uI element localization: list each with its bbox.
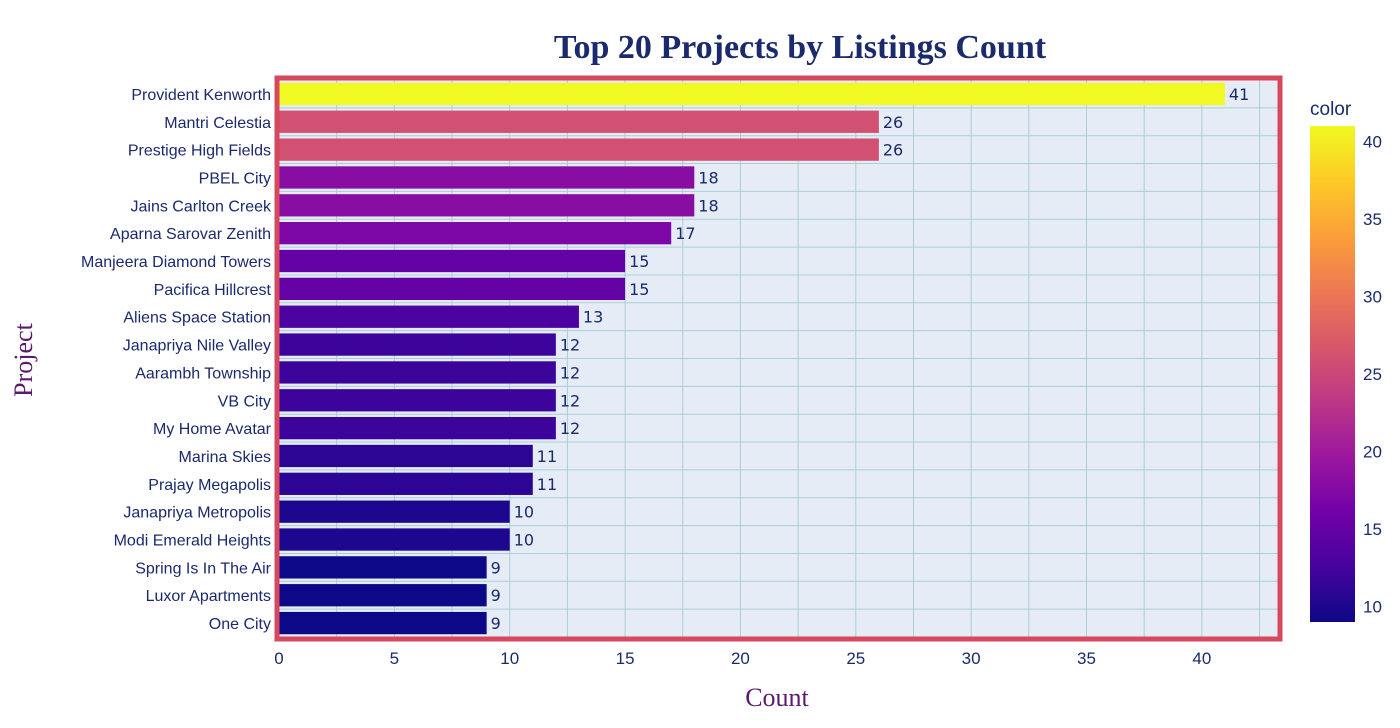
- y-tick-label: One City: [209, 616, 271, 633]
- bar: [279, 333, 556, 356]
- y-tick-label: Aarambh Township: [135, 365, 271, 382]
- bars: [279, 82, 1225, 635]
- x-axis-title: Count: [745, 683, 809, 712]
- y-tick-label: Manjeera Diamond Towers: [81, 254, 271, 271]
- colorbar-tick-label: 25: [1363, 365, 1382, 384]
- bar: [279, 82, 1225, 106]
- y-axis-ticks: Provident Kenworth Mantri Celestia Prestig…: [81, 87, 272, 633]
- colorbar-tick-label: 35: [1363, 210, 1382, 229]
- bar-value-label: 26: [883, 113, 903, 132]
- bar: [279, 584, 487, 607]
- x-tick-label: 20: [731, 649, 750, 668]
- colorbar: [1310, 126, 1355, 622]
- y-tick-label: Modi Emerald Heights: [114, 533, 271, 550]
- bar-value-label: 18: [698, 168, 718, 187]
- bar: [279, 277, 626, 301]
- y-tick-label: VB City: [218, 393, 271, 410]
- bar-value-label: 12: [560, 363, 580, 382]
- x-tick-label: 25: [846, 649, 865, 668]
- bar-value-label: 11: [537, 475, 557, 494]
- bar-value-label: 9: [491, 558, 501, 577]
- bar: [279, 305, 579, 328]
- colorbar-tick-label: 40: [1363, 133, 1382, 152]
- bar-value-label: 18: [698, 196, 718, 215]
- bar: [279, 222, 672, 245]
- y-tick-label: Aliens Space Station: [123, 310, 271, 327]
- x-tick-label: 5: [390, 649, 399, 668]
- x-tick-label: 35: [1077, 649, 1096, 668]
- x-tick-label: 10: [500, 649, 519, 668]
- y-tick-label: Mantri Celestia: [164, 115, 271, 132]
- gridlines: [278, 79, 1278, 638]
- plot-border: [274, 75, 1283, 642]
- bar-value-label: 9: [491, 586, 501, 605]
- y-tick-label: Prajay Megapolis: [148, 477, 271, 494]
- y-tick-label: Jains Carlton Creek: [131, 198, 273, 215]
- bar: [279, 194, 695, 217]
- bar-value-label: 12: [560, 336, 580, 355]
- y-tick-label: Spring Is In The Air: [135, 560, 271, 577]
- colorbar-title: color: [1310, 99, 1352, 120]
- bar-value-label: 13: [583, 308, 603, 327]
- x-tick-label: 40: [1192, 649, 1211, 668]
- bar: [279, 249, 626, 273]
- x-tick-label: 30: [962, 649, 981, 668]
- bar: [279, 166, 695, 189]
- colorbar-tick-label: 15: [1363, 520, 1382, 539]
- y-tick-label: PBEL City: [199, 170, 271, 187]
- bar: [279, 500, 510, 523]
- bar-value-label: 41: [1229, 85, 1249, 104]
- y-axis-title: Project: [9, 322, 38, 396]
- bar: [279, 611, 487, 635]
- bar-value-label: 15: [629, 280, 649, 299]
- bar: [279, 472, 533, 495]
- bar-value-label: 11: [537, 447, 557, 466]
- colorbar-tick-label: 20: [1363, 443, 1382, 462]
- bar: [279, 361, 556, 384]
- bar-value-label: 17: [675, 224, 695, 243]
- y-tick-label: Janapriya Nile Valley: [123, 338, 271, 355]
- y-tick-label: Aparna Sarovar Zenith: [110, 226, 271, 243]
- y-tick-label: Luxor Apartments: [146, 588, 271, 605]
- bar-value-label: 15: [629, 252, 649, 271]
- y-tick-label: Janapriya Metropolis: [123, 505, 271, 522]
- x-tick-label: 15: [616, 649, 635, 668]
- y-tick-label: Pacifica Hillcrest: [154, 282, 272, 299]
- bar: [279, 528, 510, 551]
- bar-value-label: 26: [883, 141, 903, 160]
- colorbar-tick-label: 10: [1363, 598, 1382, 617]
- x-tick-label: 0: [274, 649, 283, 668]
- bar-value-label: 9: [491, 614, 501, 633]
- colorbar-ticks: 10 15 20 25 30 35 40: [1363, 133, 1382, 617]
- bar: [279, 110, 879, 133]
- x-axis-ticks: 0 5 10 15 20 25 30 35 40: [274, 649, 1211, 668]
- bar-value-label: 12: [560, 391, 580, 410]
- bar-value-label: 10: [514, 503, 534, 522]
- y-tick-label: My Home Avatar: [153, 421, 272, 438]
- bar: [279, 416, 556, 440]
- y-tick-label: Provident Kenworth: [131, 87, 271, 104]
- bar-value-label: 10: [514, 531, 534, 550]
- y-tick-label: Marina Skies: [179, 449, 271, 466]
- colorbar-tick-label: 30: [1363, 288, 1382, 307]
- bar: [279, 138, 879, 161]
- bar: [279, 389, 556, 412]
- bar: [279, 444, 533, 468]
- y-tick-label: Prestige High Fields: [128, 143, 271, 160]
- bar: [279, 556, 487, 579]
- bar-value-label: 12: [560, 419, 580, 438]
- chart-title: Top 20 Projects by Listings Count: [554, 29, 1047, 66]
